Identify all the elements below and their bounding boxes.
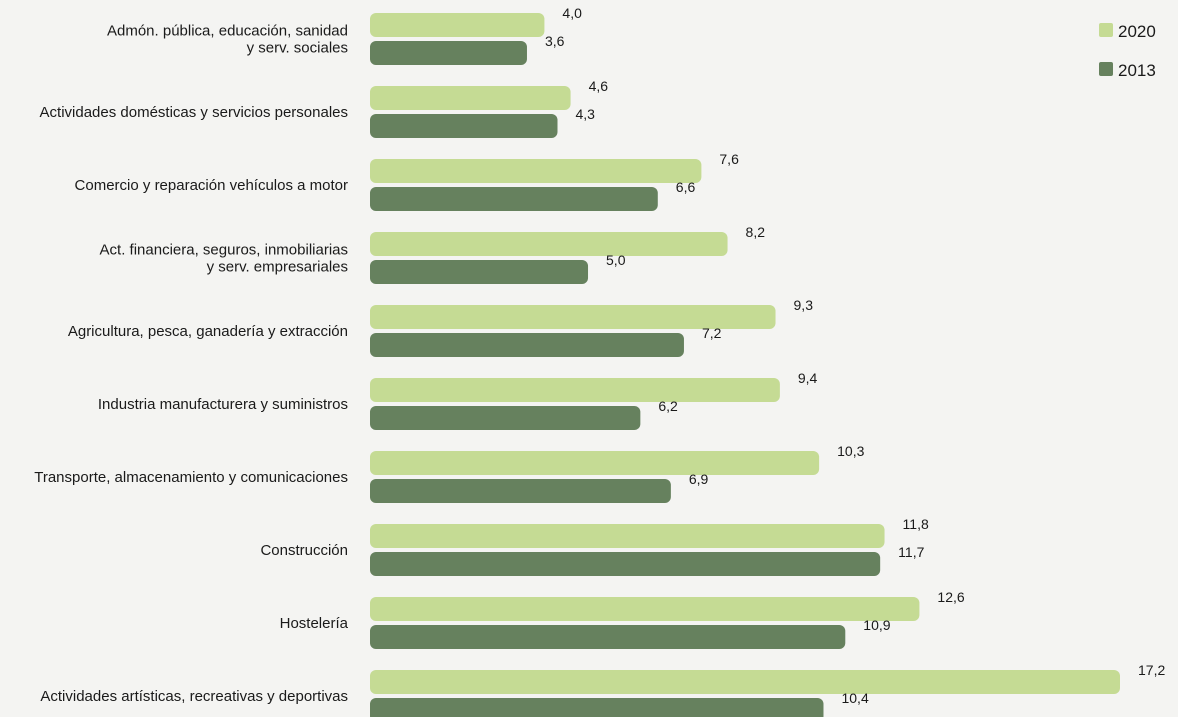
value-label: 10,4	[841, 690, 868, 706]
bar-2020	[370, 86, 571, 110]
category-label: y serv. empresariales	[207, 259, 348, 276]
category-label: Agricultura, pesca, ganadería y extracci…	[68, 323, 348, 340]
category-label: Admón. pública, educación, sanidad	[107, 23, 348, 40]
category-group: Act. financiera, seguros, inmobiliariasy…	[100, 224, 766, 284]
category-group: Agricultura, pesca, ganadería y extracci…	[68, 297, 813, 357]
bar-2013	[370, 260, 589, 284]
value-label: 6,6	[676, 179, 696, 195]
category-group: Comercio y reparación vehículos a motor 7…	[75, 151, 739, 211]
bar-2013	[370, 625, 846, 649]
value-label: 4,6	[589, 78, 609, 94]
value-label: 4,0	[562, 5, 582, 21]
category-group: Industria manufacturera y suministros 9,4…	[98, 370, 818, 430]
value-label: 10,3	[837, 443, 864, 459]
bar-2020	[370, 451, 820, 475]
legend-swatch	[1099, 62, 1113, 76]
category-label: Hostelería	[280, 615, 349, 632]
category-group: Transporte, almacenamiento y comunicacio…	[34, 443, 865, 503]
bar-2013	[370, 114, 558, 138]
bar-2020	[370, 524, 885, 548]
category-group: Hostelería 12,6 10,9	[280, 589, 965, 649]
category-label: y serv. sociales	[247, 40, 348, 57]
value-label: 6,2	[658, 398, 678, 414]
value-label: 11,7	[898, 544, 924, 560]
legend-label: 2013	[1118, 61, 1156, 80]
bar-2013	[370, 406, 641, 430]
category-group: Actividades artísticas, recreativas y de…	[40, 662, 1165, 717]
category-label: Actividades domésticas y servicios perso…	[40, 104, 348, 121]
value-label: 5,0	[606, 252, 626, 268]
category-label: Comercio y reparación vehículos a motor	[75, 177, 348, 194]
category-label: Transporte, almacenamiento y comunicacio…	[34, 469, 348, 486]
bar-2013	[370, 333, 684, 357]
bar-2013	[370, 41, 527, 65]
legend-swatch	[1099, 23, 1113, 37]
value-label: 6,9	[689, 471, 709, 487]
bar-2013	[370, 479, 671, 503]
bar-2020	[370, 378, 780, 402]
bar-2020	[370, 670, 1120, 694]
value-label: 4,3	[576, 106, 596, 122]
category-group: Actividades domésticas y servicios perso…	[40, 78, 609, 138]
bar-2020	[370, 597, 920, 621]
bar-2013	[370, 552, 881, 576]
category-label: Industria manufacturera y suministros	[98, 396, 348, 413]
value-label: 7,6	[719, 151, 739, 167]
category-group: Construcción 11,8 11,7	[260, 516, 929, 576]
bar-2020	[370, 305, 776, 329]
bar-2020	[370, 159, 702, 183]
value-label: 7,2	[702, 325, 722, 341]
legend: 2020 2013	[1099, 22, 1156, 80]
value-label: 8,2	[746, 224, 766, 240]
bar-2013	[370, 698, 824, 717]
value-label: 17,2	[1138, 662, 1165, 678]
value-label: 9,4	[798, 370, 818, 386]
category-label: Construcción	[260, 542, 348, 559]
value-label: 10,9	[863, 617, 890, 633]
bar-2013	[370, 187, 658, 211]
bar-2020	[370, 13, 545, 37]
category-label: Actividades artísticas, recreativas y de…	[40, 688, 348, 705]
value-label: 3,6	[545, 33, 565, 49]
bar-2020	[370, 232, 728, 256]
category-label: Act. financiera, seguros, inmobiliarias	[100, 242, 348, 259]
value-label: 9,3	[794, 297, 814, 313]
value-label: 11,8	[903, 516, 929, 532]
legend-label: 2020	[1118, 22, 1156, 41]
value-label: 12,6	[937, 589, 964, 605]
